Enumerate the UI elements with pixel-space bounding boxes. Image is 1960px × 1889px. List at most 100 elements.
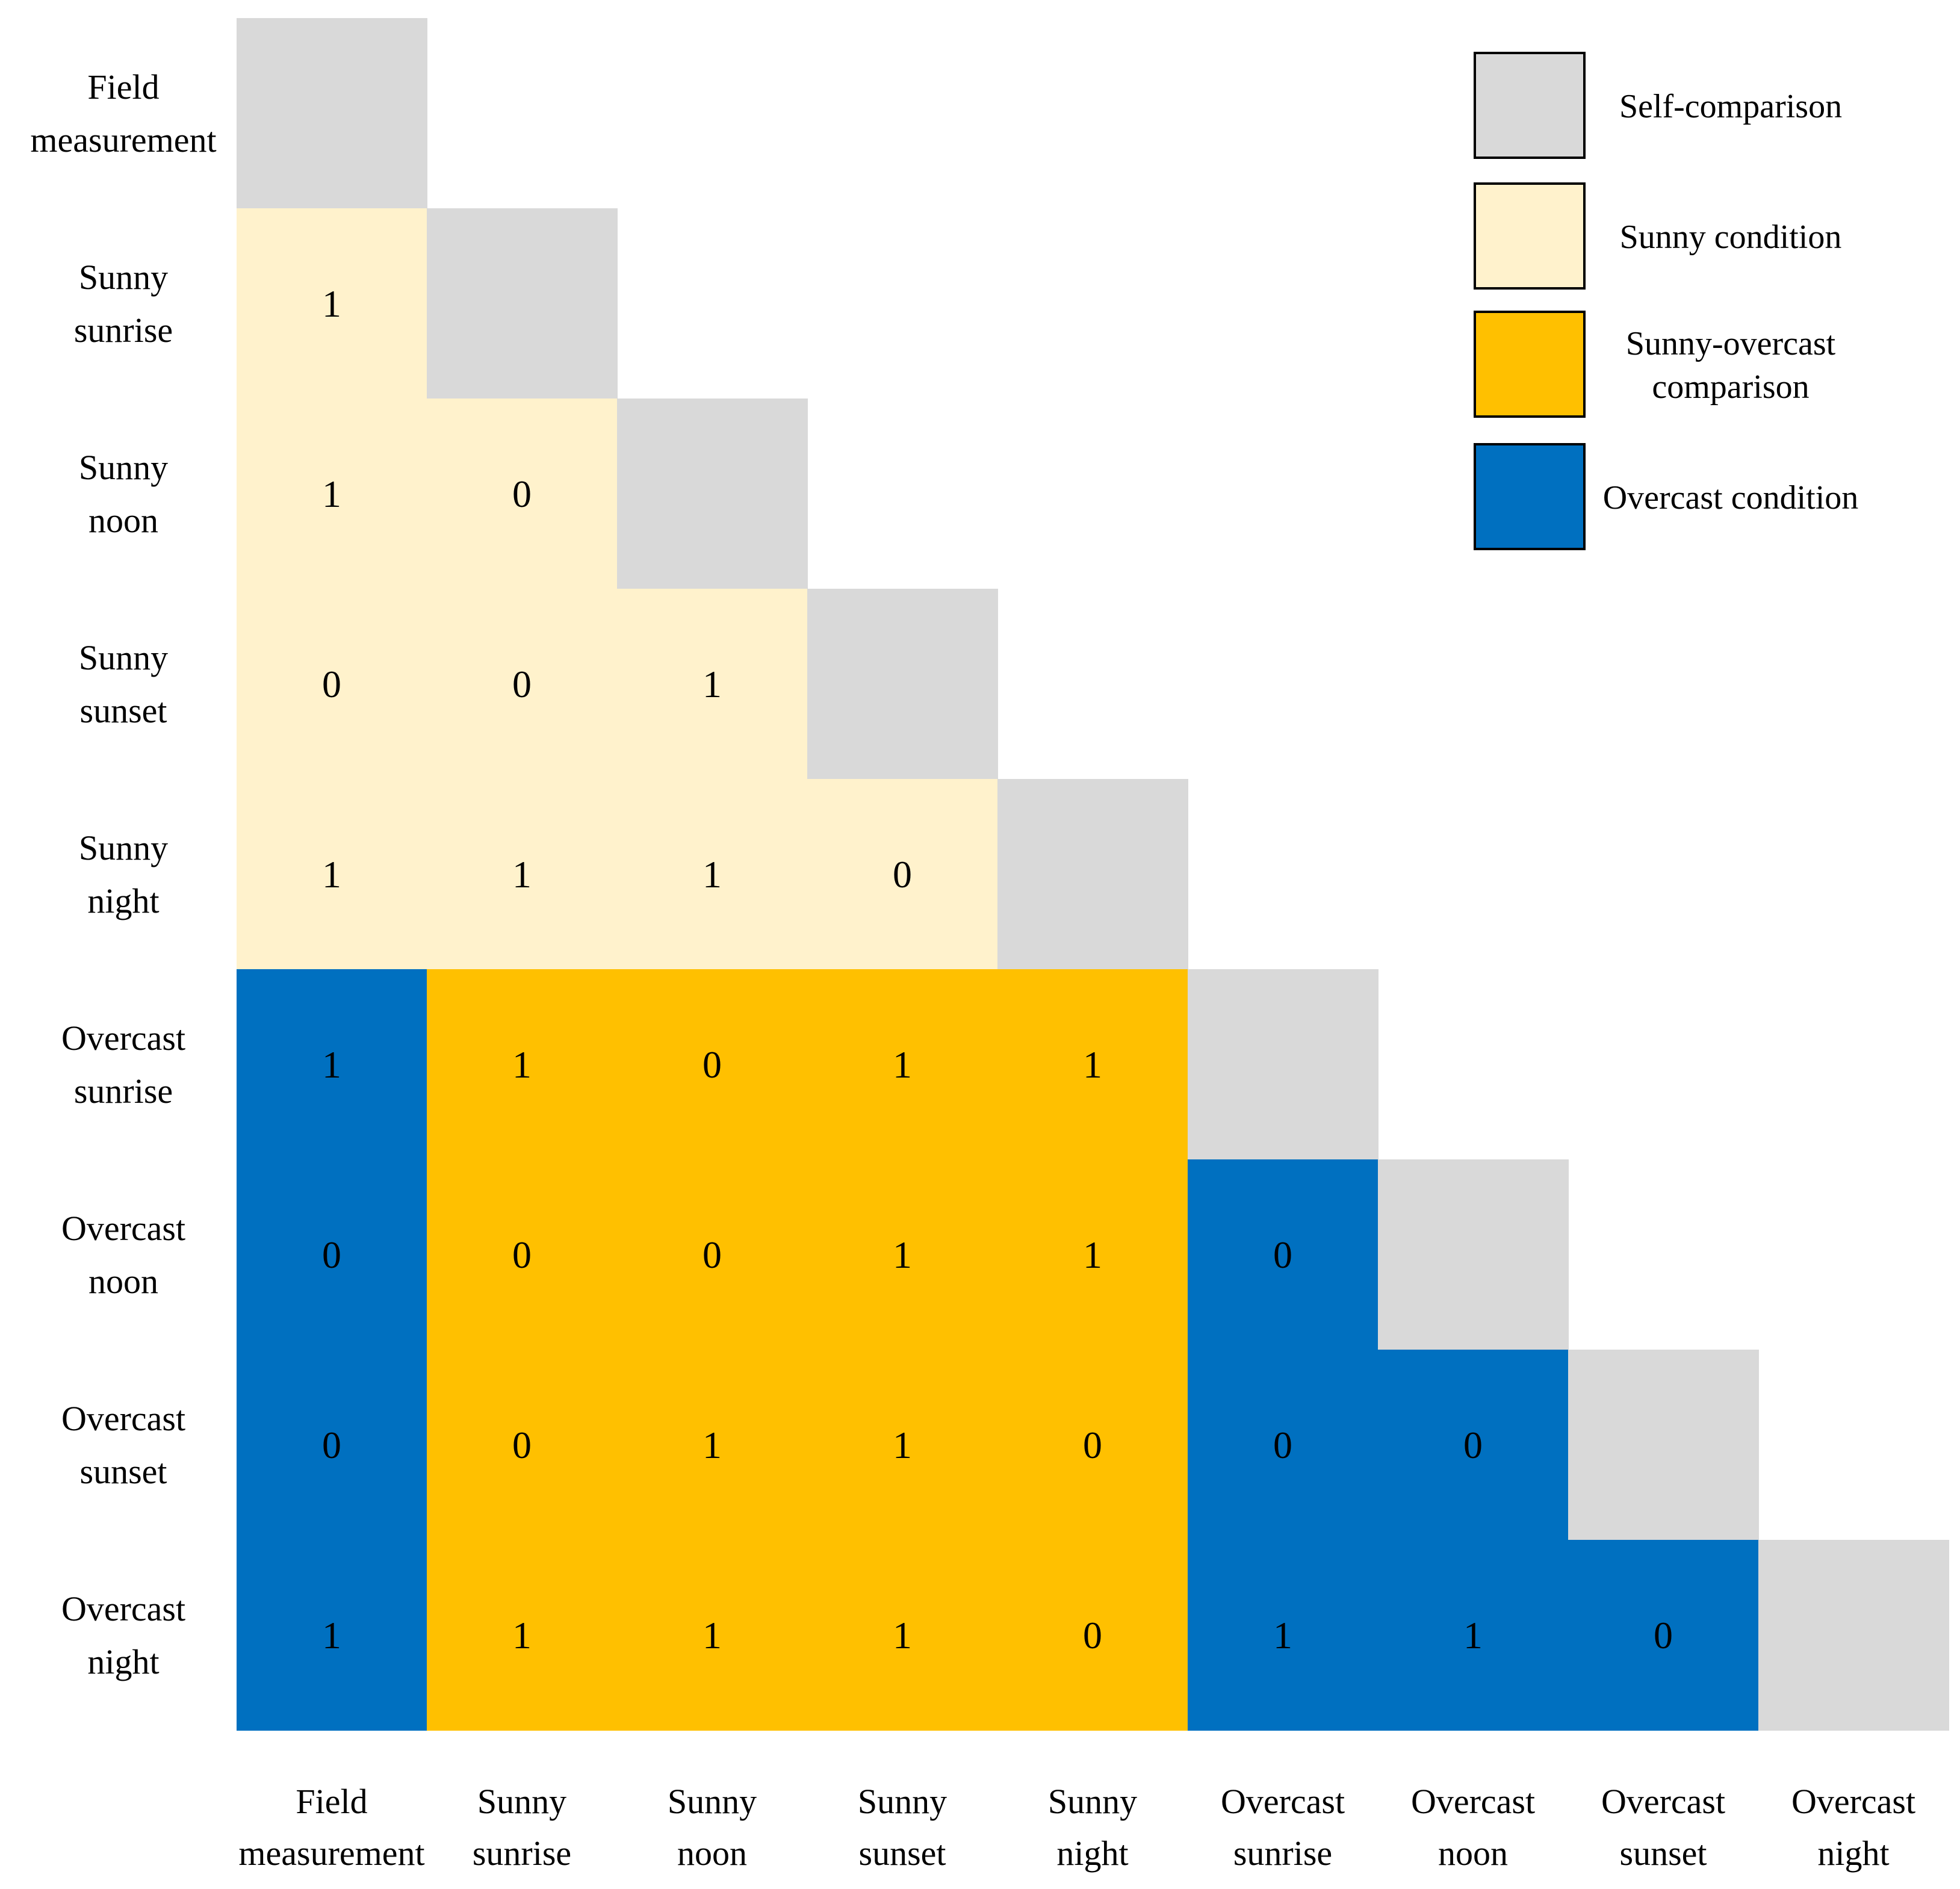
matrix-value-r7-c6: 0	[1463, 1424, 1483, 1466]
matrix-value-r5-c3: 1	[893, 1043, 912, 1086]
matrix-value-r5-c4: 1	[1083, 1043, 1102, 1086]
matrix-cell-r5-c2	[617, 969, 808, 1160]
row-label-2: Sunny noon	[79, 448, 168, 540]
matrix-value-r5-c1: 1	[512, 1043, 532, 1086]
matrix-value-r5-c2: 0	[702, 1043, 722, 1086]
matrix-value-r8-c3: 1	[893, 1614, 912, 1657]
matrix-cell-r4-c1	[427, 779, 618, 970]
matrix-value-r4-c2: 1	[702, 853, 722, 896]
matrix-cell-r1-c0	[237, 208, 427, 399]
matrix-cell-r8-c7	[1568, 1540, 1759, 1731]
legend-swatch-sunny	[1474, 182, 1586, 290]
matrix-value-r4-c1: 1	[512, 853, 532, 896]
matrix-cell-r3-c3	[807, 589, 998, 780]
column-labels: Field measurement Sunny sunrise Sunny noon Sun…	[238, 1782, 1915, 1873]
matrix-value-r1-c0: 1	[322, 282, 341, 325]
matrix-value-r3-c0: 0	[322, 663, 341, 706]
matrix-cell-r6-c1	[427, 1159, 618, 1350]
column-label-6: Overcast noon	[1411, 1782, 1535, 1873]
matrix-value-r8-c2: 1	[702, 1614, 722, 1657]
matrix-cell-r5-c5	[1188, 969, 1379, 1160]
column-label-2: Sunny noon	[668, 1782, 757, 1873]
matrix-cell-r7-c7	[1568, 1350, 1759, 1540]
matrix-cell-r4-c3	[807, 779, 998, 970]
legend-swatch-overcast	[1474, 443, 1586, 550]
row-label-4: Sunny night	[79, 828, 168, 920]
row-label-3: Sunny sunset	[79, 638, 168, 730]
matrix-value-r7-c5: 0	[1273, 1424, 1292, 1466]
matrix-cell-r4-c2	[617, 779, 808, 970]
matrix-cell-r2-c2	[617, 399, 808, 589]
matrix-value-r8-c7: 0	[1654, 1614, 1673, 1657]
column-label-5: Overcast sunrise	[1221, 1782, 1345, 1873]
matrix-cell-r8-c5	[1188, 1540, 1379, 1731]
matrix-cell-r3-c1	[427, 589, 618, 780]
row-label-7: Overcast sunset	[61, 1399, 185, 1491]
legend-label-mixed: Sunny-overcast comparison	[1626, 325, 1836, 406]
matrix-cell-r3-c0	[237, 589, 427, 780]
matrix-cell-r7-c6	[1378, 1350, 1569, 1540]
row-label-8: Overcast night	[61, 1589, 185, 1681]
matrix-value-r4-c3: 0	[893, 853, 912, 896]
matrix-cell-r7-c5	[1188, 1350, 1379, 1540]
matrix-cell-r5-c0	[237, 969, 427, 1160]
matrix-cell-r0-c0	[237, 18, 427, 209]
column-label-8: Overcast night	[1791, 1782, 1915, 1873]
legend-swatch-self	[1474, 52, 1586, 159]
matrix-value-r7-c2: 1	[702, 1424, 722, 1466]
column-label-3: Sunny sunset	[858, 1782, 947, 1873]
column-label-4: Sunny night	[1048, 1782, 1137, 1873]
matrix-cell-r6-c6	[1378, 1159, 1569, 1350]
matrix-value-r7-c1: 0	[512, 1424, 532, 1466]
matrix-cell-r8-c4	[997, 1540, 1188, 1731]
matrix-cell-r5-c3	[807, 969, 998, 1160]
matrix-cell-r6-c0	[237, 1159, 427, 1350]
matrix-value-r8-c6: 1	[1463, 1614, 1483, 1657]
matrix-cell-r4-c4	[997, 779, 1188, 970]
matrix-cell-r7-c2	[617, 1350, 808, 1540]
matrix-cell-r8-c3	[807, 1540, 998, 1731]
column-label-7: Overcast sunset	[1601, 1782, 1725, 1873]
legend-label-self: Self-comparison	[1619, 88, 1842, 125]
matrix-value-r5-c0: 1	[322, 1043, 341, 1086]
matrix-value-r7-c3: 1	[893, 1424, 912, 1466]
matrix-value-r4-c0: 1	[322, 853, 341, 896]
matrix-value-r6-c2: 0	[702, 1233, 722, 1276]
matrix-cell-r2-c0	[237, 399, 427, 589]
matrix-cell-r8-c1	[427, 1540, 618, 1731]
matrix-value-r8-c5: 1	[1273, 1614, 1292, 1657]
matrix-cell-r8-c8	[1758, 1540, 1949, 1731]
matrix-cell-r2-c1	[427, 399, 618, 589]
legend-swatch-mixed	[1474, 311, 1586, 418]
matrix-cell-r8-c6	[1378, 1540, 1569, 1731]
row-label-6: Overcast noon	[61, 1209, 185, 1301]
matrix-values: 1 1 0 0 0 1 1 1 1 0 1 1 0 1 1 0 0 0 1 1 0 0 0 1 1 0 0 0 1 1 1 1 0 1 1 0	[322, 282, 1673, 1657]
matrix-cell-r6-c3	[807, 1159, 998, 1350]
row-labels: Field measurement Sunny sunrise Sunny noon Sun…	[30, 67, 216, 1681]
matrix-value-r7-c0: 0	[322, 1424, 341, 1466]
matrix-cell-r7-c3	[807, 1350, 998, 1540]
matrix-cell-r4-c0	[237, 779, 427, 970]
matrix-value-r6-c0: 0	[322, 1233, 341, 1276]
matrix-cell-r8-c2	[617, 1540, 808, 1731]
legend-label-overcast: Overcast condition	[1603, 479, 1859, 516]
matrix-cell-r6-c5	[1188, 1159, 1379, 1350]
matrix-cell-r7-c0	[237, 1350, 427, 1540]
matrix-value-r2-c1: 0	[512, 473, 532, 515]
column-label-0: Field measurement	[238, 1782, 424, 1873]
legend: Self-comparison Sunny condition Sunny-over…	[1474, 52, 1859, 550]
matrix-value-r2-c0: 1	[322, 473, 341, 515]
matrix-cell-r8-c0	[237, 1540, 427, 1731]
matrix-cell-r6-c2	[617, 1159, 808, 1350]
matrix-value-r8-c4: 0	[1083, 1614, 1102, 1657]
matrix-cells	[237, 18, 1949, 1731]
matrix-cell-r5-c4	[997, 969, 1188, 1160]
matrix-value-r8-c0: 1	[322, 1614, 341, 1657]
legend-label-sunny: Sunny condition	[1620, 219, 1842, 256]
matrix-cell-r7-c4	[997, 1350, 1188, 1540]
row-label-0: Field measurement	[30, 67, 216, 160]
matrix-value-r6-c1: 0	[512, 1233, 532, 1276]
matrix-cell-r5-c1	[427, 969, 618, 1160]
matrix-cell-r6-c4	[997, 1159, 1188, 1350]
